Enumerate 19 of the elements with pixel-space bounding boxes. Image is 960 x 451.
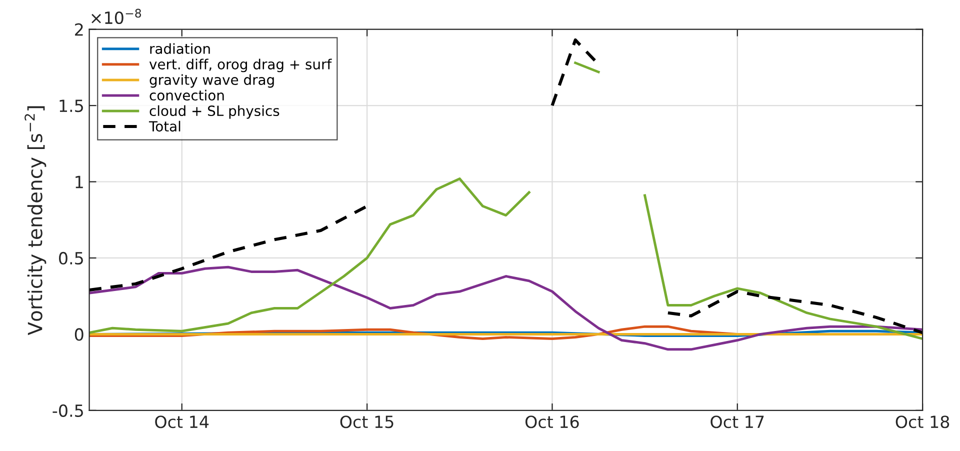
legend-label: gravity wave drag bbox=[150, 74, 274, 88]
legend-label: cloud + SL physics bbox=[150, 105, 280, 119]
y-tick-label: 2 bbox=[75, 23, 83, 36]
x-tick-label: Oct 17 bbox=[710, 416, 764, 428]
legend-label: Total bbox=[148, 120, 180, 132]
x-tick-label: Oct 18 bbox=[896, 416, 950, 428]
x-tick-label: Oct 16 bbox=[525, 416, 579, 428]
y-axis-title: Vorticity tendency [s$^{−2}$] bbox=[24, 106, 46, 336]
legend-label: convection bbox=[150, 90, 224, 101]
y-tick-label: -0.5 bbox=[52, 404, 83, 417]
text: ×10$^{−8}$ bbox=[92, 8, 142, 24]
y-tick-label: 1.5 bbox=[60, 100, 83, 112]
x-tick-label: Oct 14 bbox=[155, 416, 209, 428]
legend-label: vert. diff, orog drag + surf bbox=[149, 58, 332, 72]
y-tick-label: 0 bbox=[74, 328, 84, 341]
y-tick-label: 1 bbox=[76, 176, 83, 188]
y-tick-label: 0.5 bbox=[59, 252, 83, 265]
legend-label: radiation bbox=[150, 43, 210, 54]
x-tick-label: Oct 15 bbox=[340, 416, 394, 428]
